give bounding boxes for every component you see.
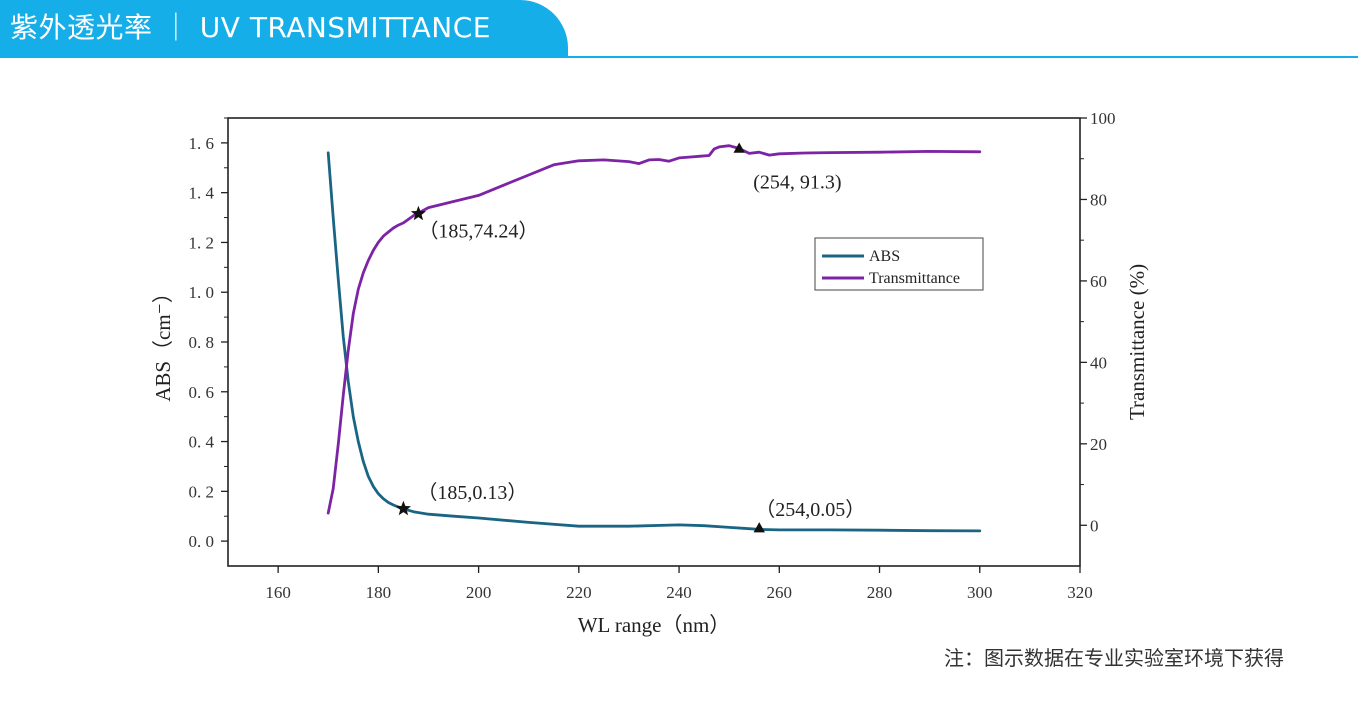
y-tick-label: 0. 4 <box>189 433 215 452</box>
y-tick-label: 0. 0 <box>189 532 215 551</box>
y2-tick-label: 40 <box>1090 353 1107 372</box>
y-tick-label: 0. 6 <box>189 383 215 402</box>
star-marker <box>410 205 427 221</box>
legend-label-abs: ABS <box>869 248 900 265</box>
y2-tick-label: 20 <box>1090 435 1107 454</box>
x-tick-label: 240 <box>666 583 692 602</box>
y-tick-label: 1. 6 <box>189 134 215 153</box>
x-axis-label: WL range（nm） <box>578 613 731 637</box>
x-tick-label: 260 <box>767 583 793 602</box>
y-tick-label: 0. 2 <box>189 482 215 501</box>
x-tick-label: 180 <box>366 583 392 602</box>
footnote: 注：图示数据在专业实验室环境下获得 <box>944 646 1284 670</box>
series-layer <box>326 144 982 533</box>
y2-axis-label: Transmittance (%) <box>1125 264 1149 420</box>
annotation-label: （185,74.24） <box>418 220 538 243</box>
x-tick-label: 300 <box>967 583 993 602</box>
y-axis-label: ABS（cm⁻） <box>151 282 175 402</box>
x-tick-label: 200 <box>466 583 492 602</box>
star-marker <box>395 500 411 516</box>
legend-box <box>814 237 984 291</box>
annotation-label: (254, 91.3) <box>753 172 841 194</box>
y2-tick-label: 60 <box>1090 272 1107 291</box>
y-tick-label: 1. 0 <box>189 283 215 302</box>
legend-label-transmittance: Transmittance <box>869 270 960 287</box>
triangle-marker <box>733 142 745 153</box>
x-tick-label: 320 <box>1067 583 1093 602</box>
x-tick-label: 280 <box>867 583 893 602</box>
y2-tick-label: 100 <box>1090 109 1116 128</box>
x-tick-label: 160 <box>265 583 291 602</box>
y-tick-label: 1. 2 <box>189 233 215 252</box>
header-title: 紫外透光率 ｜ UV TRANSMITTANCE <box>10 11 491 44</box>
plot-frame <box>227 117 1081 567</box>
y-tick-label: 0. 8 <box>189 333 215 352</box>
markers-layer <box>395 142 765 533</box>
annotation-label: （254,0.05） <box>755 498 865 521</box>
x-tick-label: 220 <box>566 583 592 602</box>
header-banner: 紫外透光率 ｜ UV TRANSMITTANCE <box>0 0 568 56</box>
annotation-label: （185,0.13） <box>417 481 527 504</box>
y-tick-label: 1. 4 <box>189 184 215 203</box>
triangle-marker <box>753 522 765 533</box>
annotations-layer: (254, 91.3) （185,74.24） （185,0.13） （254,0.0… <box>417 172 865 522</box>
y2-tick-label: 80 <box>1090 190 1107 209</box>
y2-tick-label: 0 <box>1090 516 1099 535</box>
legend: ABS Transmittance <box>814 237 984 291</box>
header-divider <box>0 56 1358 58</box>
series-line-transmittance <box>326 144 982 515</box>
